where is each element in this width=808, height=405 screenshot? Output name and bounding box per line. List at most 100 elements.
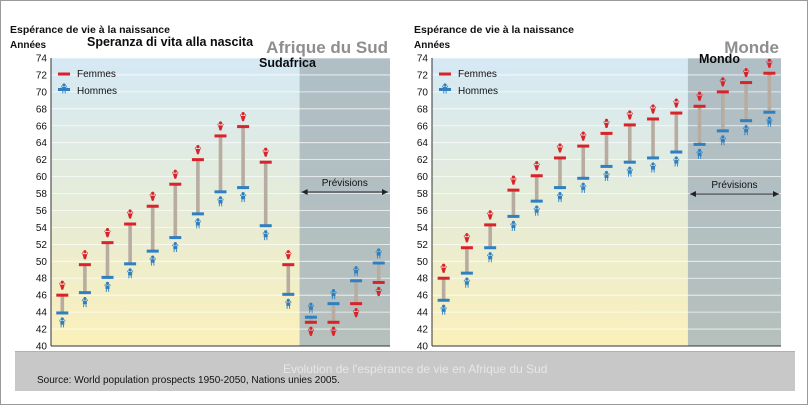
femmes-icon [262,147,270,157]
hommes-marker [484,246,497,250]
femmes-icon [440,263,447,273]
hommes-marker [282,292,295,296]
range-bar [465,247,469,274]
y-tick-label: 48 [417,274,429,285]
hommes-marker [56,311,69,315]
hommes-icon [672,156,680,167]
femmes-icon [126,209,134,219]
femmes-icon [81,250,89,260]
hommes-marker [146,249,159,253]
range-bar [331,303,336,323]
hommes-icon [742,125,750,136]
femmes-icon [352,308,360,318]
range-bar [173,184,178,238]
femmes-icon [649,104,657,114]
hommes-icon [510,220,517,231]
femmes-icon [603,118,610,128]
hommes-icon [239,192,247,203]
femmes-icon [486,210,494,220]
y-tick-label: 72 [36,70,48,81]
range-bar [558,157,562,188]
femmes-icon [579,131,587,141]
hommes-marker [124,262,137,266]
hommes-marker [327,302,340,306]
range-bar [150,206,155,252]
y-tick-label: 72 [417,70,429,81]
femmes-icon [742,67,750,78]
range-bar [441,278,446,301]
hommes-icon [375,248,383,259]
hommes-icon [603,170,610,181]
femmes-icon [194,145,202,155]
range-bar [286,264,291,295]
femmes-marker [282,263,295,267]
y-tick-label: 54 [417,223,429,234]
chart-annotation: Speranza di vita alla nascita [87,35,254,49]
hommes-icon [104,281,111,292]
y-tick-label: 62 [36,155,48,166]
hommes-marker [600,164,613,168]
figure-caption: Evolution de l'espérance de vie en Afriq… [283,362,548,376]
femmes-marker [101,241,114,245]
legend-hommes-swatch [58,88,70,91]
hommes-icon [330,289,337,300]
hommes-icon [533,205,541,216]
forecast-label: Prévisions [322,178,368,189]
femmes-marker [237,125,250,129]
chart-svg: 4042444648505254565860626466687072741953… [10,24,390,363]
femmes-marker [56,293,69,297]
femmes-marker [763,71,776,75]
hommes-marker [647,156,660,160]
hommes-icon [463,277,471,288]
y-tick-label: 42 [417,325,429,336]
femmes-icon [330,326,337,336]
femmes-icon [104,228,111,238]
legend-femmes-swatch [58,72,70,76]
chart-subtitle: Mondo [699,52,740,66]
y-tick-label: 52 [417,240,429,251]
source-note: Source: World population prospects 1950-… [37,375,340,386]
y-tick-label: 50 [36,257,48,268]
femmes-marker [372,280,385,284]
chart-svg: 4042444648505254565860626466687072741953… [414,24,781,363]
hommes-icon [284,298,292,309]
femmes-icon [149,191,157,201]
y-tick-label: 56 [417,206,429,217]
hommes-icon [556,192,564,203]
femmes-icon [719,77,727,87]
forecast-arrow-left [301,189,308,195]
hommes-marker [437,298,450,302]
chart-title: Monde [724,38,779,57]
hommes-marker [693,142,706,146]
hommes-icon [626,166,634,177]
femmes-icon [307,326,315,336]
femmes-marker [124,222,137,226]
femmes-marker [693,104,706,108]
range-bar [627,124,632,163]
range-bar [604,133,609,167]
hommes-marker [259,224,272,228]
femmes-icon [239,112,247,122]
femmes-marker [437,276,450,280]
y-tick-label: 40 [417,342,429,353]
femmes-icon [696,91,703,101]
hommes-icon [307,302,315,313]
hommes-marker [460,271,473,275]
femmes-marker [191,158,204,162]
hommes-marker [237,186,250,190]
hommes-marker [740,119,753,123]
femmes-marker [600,131,613,135]
femmes-icon [463,233,471,243]
hommes-marker [169,236,182,240]
range-bar [744,82,748,121]
femmes-marker [146,204,159,208]
y-tick-label: 46 [417,291,429,302]
y-tick-label: 68 [417,104,429,115]
hommes-icon [126,268,134,279]
femmes-icon [556,143,564,153]
range-bar [697,106,702,145]
femmes-icon [766,58,773,68]
range-bar [196,159,200,214]
legend-hommes-swatch [439,88,451,91]
femmes-icon [510,175,517,185]
